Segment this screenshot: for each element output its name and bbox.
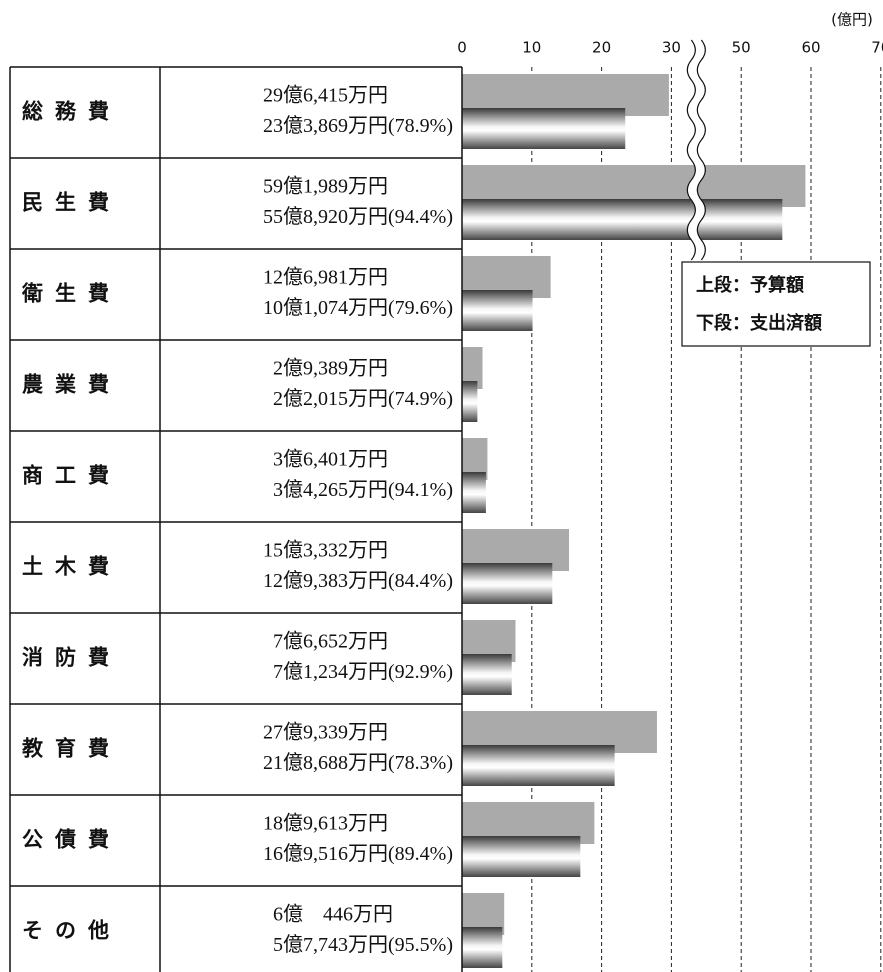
spent-label: 3億4,265万円: [273, 478, 388, 501]
budget-label: 29億6,415万円: [263, 84, 388, 107]
spent-bar: [462, 472, 486, 513]
spent-bar: [462, 836, 581, 877]
budget-label: 27億9,339万円: [263, 721, 388, 744]
x-tick-label: 70: [871, 39, 883, 57]
rate-label: (94.1%): [388, 479, 453, 501]
x-tick-label: 10: [522, 39, 541, 57]
spent-label: 10億1,074万円: [263, 296, 388, 319]
spent-line: 2億2,015万円(74.9%): [273, 387, 453, 410]
x-tick-label: 50: [732, 39, 751, 57]
spent-line: 55億8,920万円(94.4%): [263, 205, 453, 228]
rate-label: (92.9%): [388, 661, 453, 683]
spent-label: 12億9,383万円: [263, 569, 388, 592]
budget-label: 2億9,389万円: [273, 357, 388, 380]
spent-line: 12億9,383万円(84.4%): [263, 569, 453, 592]
break-line: [686, 39, 696, 261]
rate-label: (78.3%): [388, 752, 453, 774]
spent-line: 5億7,743万円(95.5%): [273, 933, 453, 956]
spent-label: 16億9,516万円: [263, 842, 388, 865]
x-tick-label: 60: [801, 39, 820, 57]
spent-label: 23億3,869万円: [263, 114, 388, 137]
budget-label: 6億 446万円: [273, 903, 393, 926]
spent-line: 7億1,234万円(92.9%): [273, 660, 453, 683]
spent-line: 16億9,516万円(89.4%): [263, 842, 453, 865]
category-label: その他: [22, 919, 121, 943]
x-tick-label: 30: [662, 39, 681, 57]
category-label: 教育費: [22, 737, 121, 761]
break-gap: [687, 37, 705, 263]
rate-label: (95.5%): [388, 934, 453, 956]
spent-bar: [462, 654, 512, 695]
spent-bar: [462, 927, 503, 968]
category-label: 土木費: [22, 555, 121, 579]
category-label: 商工費: [22, 464, 121, 488]
spent-label: 2億2,015万円: [273, 387, 388, 410]
spent-bar: [462, 563, 553, 604]
category-label: 衛生費: [21, 282, 121, 306]
budget-bar: [462, 347, 483, 389]
spent-line: 10億1,074万円(79.6%): [263, 296, 453, 319]
rate-label: (84.4%): [388, 570, 453, 592]
spent-line: 3億4,265万円(94.1%): [273, 478, 453, 501]
break-line: [696, 39, 706, 261]
rate-label: (79.6%): [388, 297, 453, 319]
budget-label: 18億9,613万円: [263, 812, 388, 835]
spent-line: 23億3,869万円(78.9%): [263, 114, 453, 137]
x-tick-label: 20: [592, 39, 611, 57]
spent-bar: [462, 381, 478, 422]
budget-label: 59億1,989万円: [263, 175, 388, 198]
rate-label: (89.4%): [388, 843, 453, 865]
budget-label: 7億6,652万円: [273, 630, 388, 653]
rate-label: (74.9%): [388, 388, 453, 410]
legend-label: 上段：予算額: [696, 274, 804, 296]
category-label: 公債費: [22, 828, 121, 852]
budget-label: 12億6,981万円: [263, 266, 388, 289]
rate-label: (78.9%): [388, 115, 453, 137]
category-label: 農業費: [22, 373, 121, 397]
spent-bar: [462, 108, 626, 149]
legend-box: [681, 261, 871, 347]
x-tick-label: 0: [457, 39, 467, 57]
spent-label: 7億1,234万円: [273, 660, 388, 683]
category-label: 民生費: [22, 191, 121, 215]
legend-label: 下段：支出済額: [696, 312, 822, 334]
spent-bar: [462, 199, 783, 240]
spent-label: 5億7,743万円: [273, 933, 388, 956]
category-label: 総務費: [22, 100, 121, 124]
category-label: 消防費: [22, 646, 121, 670]
spent-bar: [462, 290, 533, 331]
budget-label: 3億6,401万円: [273, 448, 388, 471]
spent-label: 55億8,920万円: [263, 205, 388, 228]
rate-label: (94.4%): [388, 206, 453, 228]
spent-line: 21億8,688万円(78.3%): [263, 751, 453, 774]
budget-label: 15億3,332万円: [263, 539, 388, 562]
spent-label: 21億8,688万円: [263, 751, 388, 774]
spent-bar: [462, 745, 615, 786]
unit-label: (億円): [831, 11, 873, 29]
